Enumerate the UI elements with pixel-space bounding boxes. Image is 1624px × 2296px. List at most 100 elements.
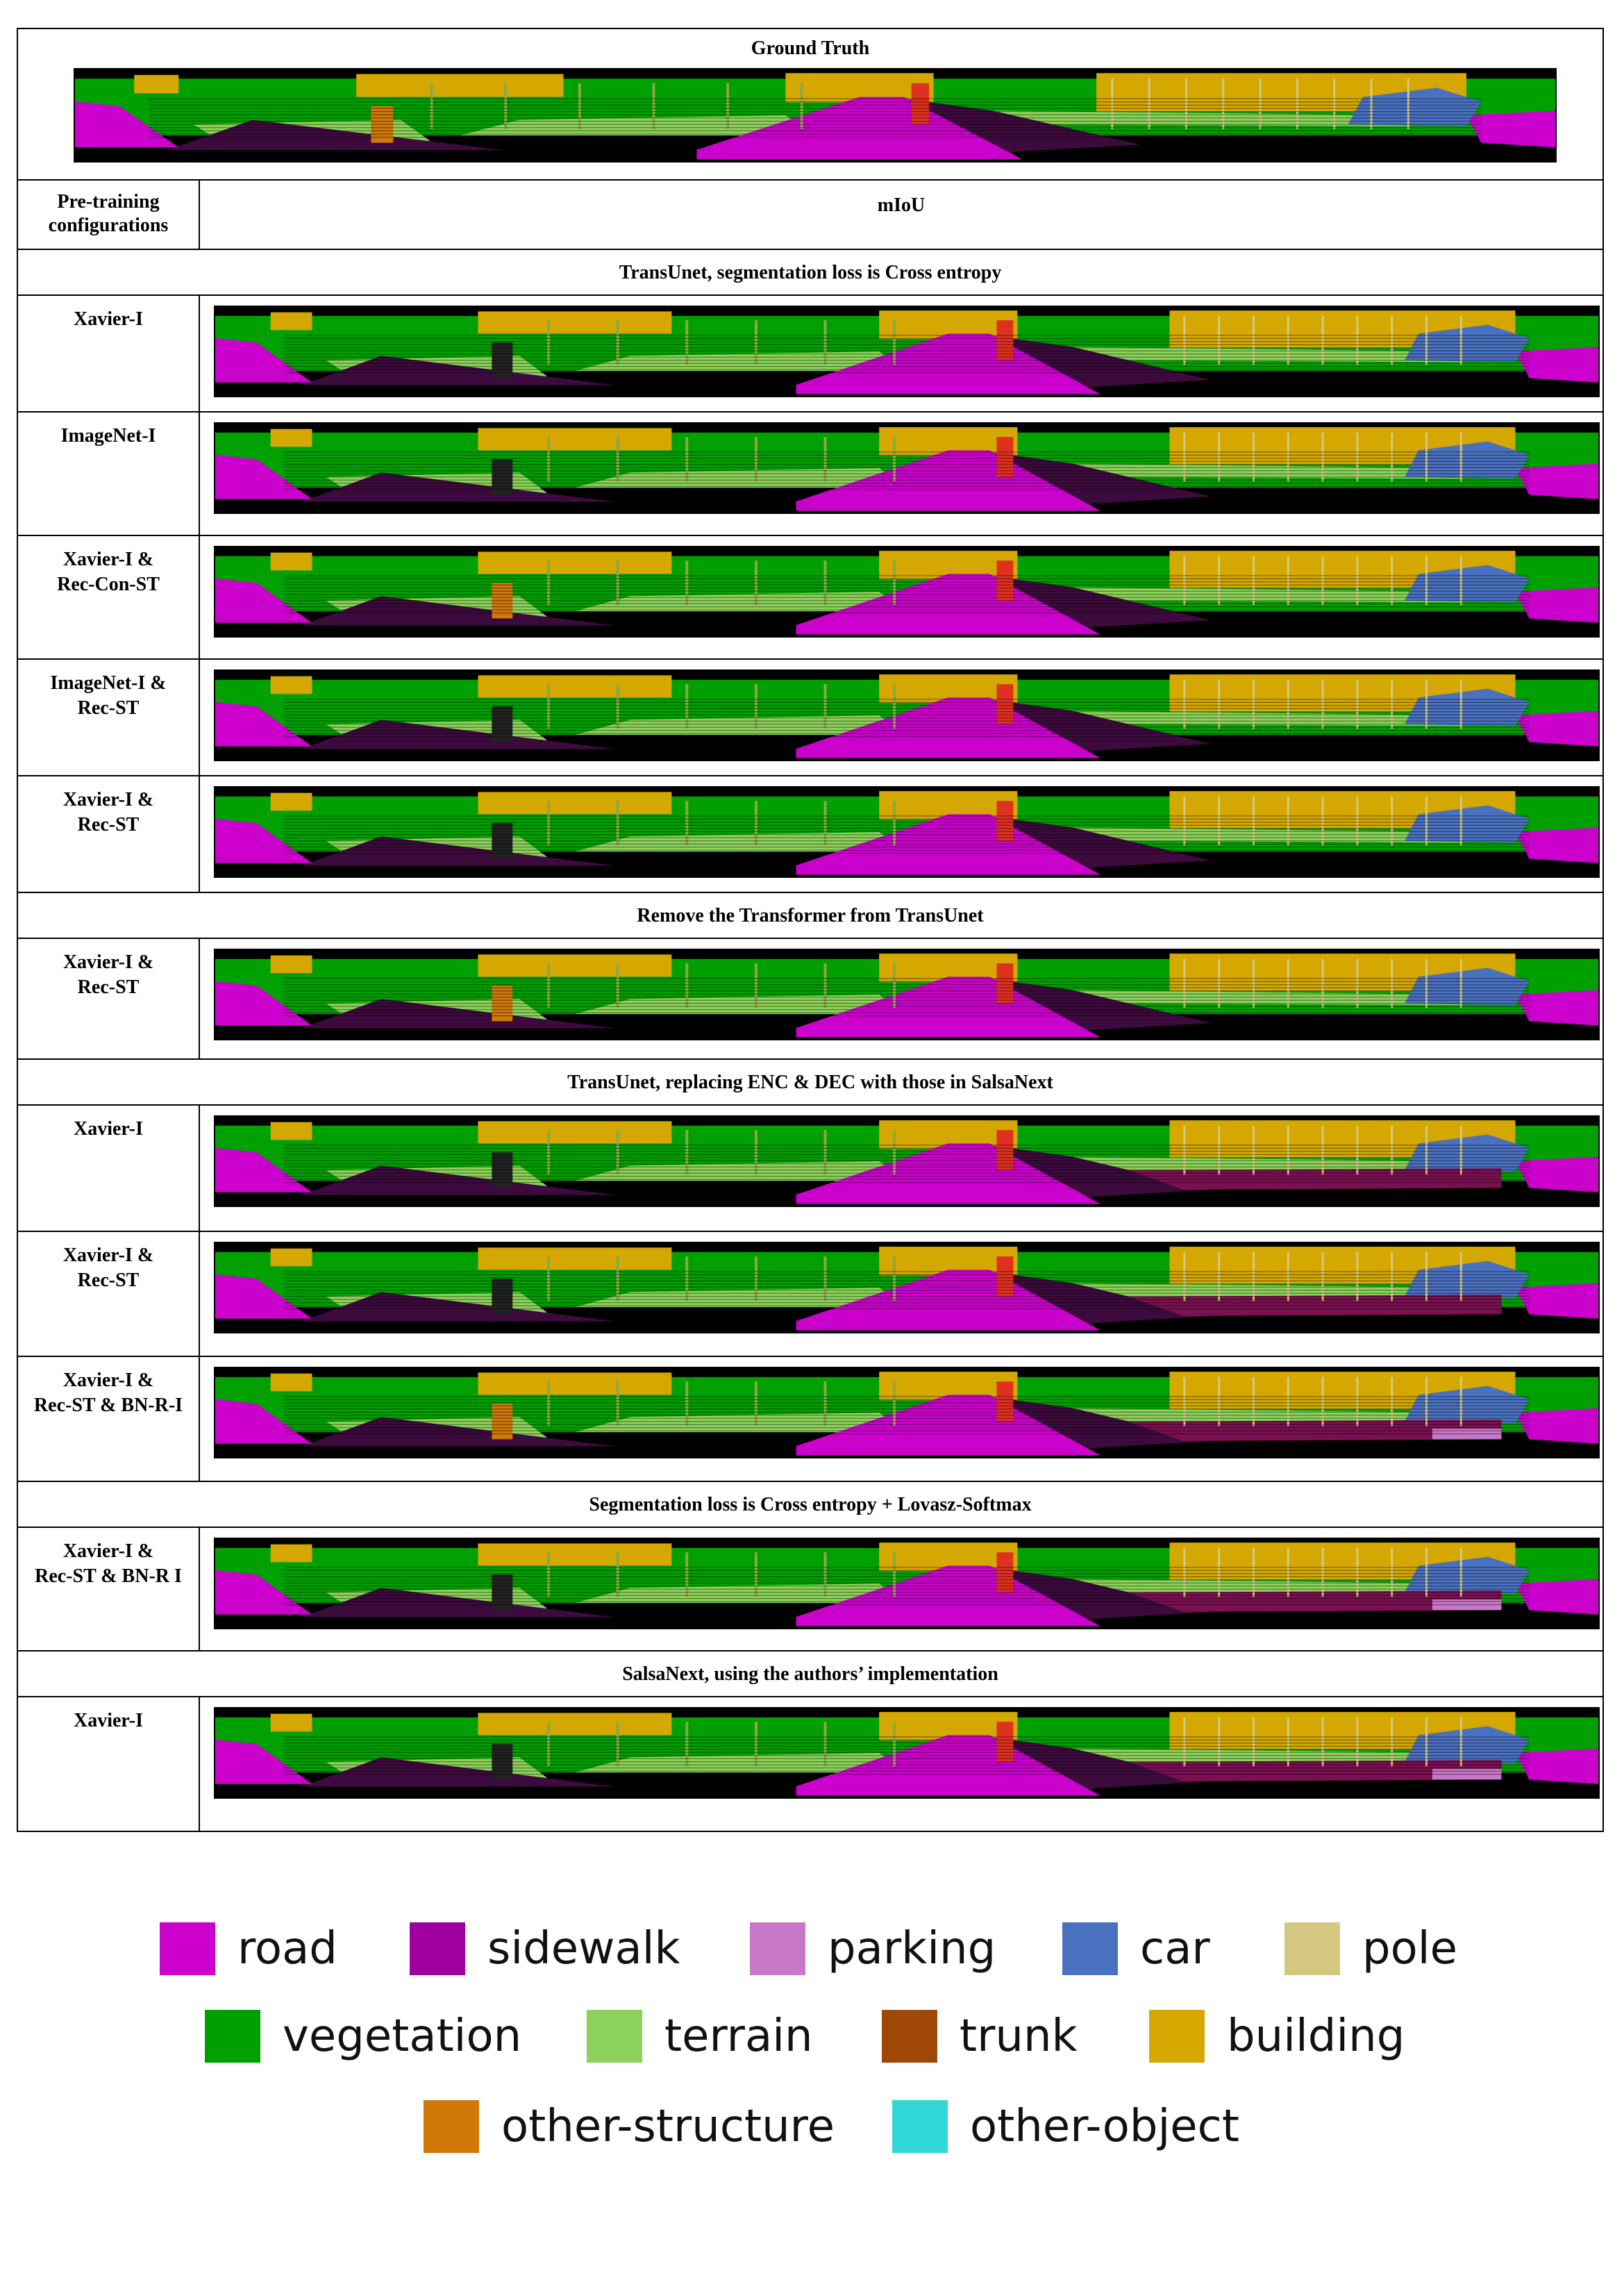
result-row: Xavier-I & Rec-ST (18, 1232, 1602, 1357)
predicted-segmentation-image (214, 546, 1600, 638)
config-label-line: Xavier-I (73, 1710, 144, 1731)
miou-cell (200, 939, 1602, 1058)
config-label-line: Rec-ST & BN-R-I (33, 1395, 183, 1416)
legend-label: building (1227, 2011, 1405, 2062)
miou-cell (200, 1697, 1602, 1831)
config-label: Xavier-I & Rec-ST (18, 1232, 200, 1356)
config-label: ImageNet-I & Rec-ST (18, 660, 200, 775)
results-table: Ground Truth Pre-training configurations… (17, 28, 1604, 1832)
config-label-line: Xavier-I & (62, 789, 154, 810)
miou-cell (200, 536, 1602, 658)
result-row: Xavier-I (18, 1697, 1602, 1831)
config-label: Xavier-I & Rec-ST (18, 776, 200, 892)
config-label: ImageNet-I (18, 413, 200, 535)
legend-swatch (1284, 1922, 1340, 1975)
predicted-segmentation-image (214, 306, 1600, 397)
miou-cell (200, 776, 1602, 892)
config-label: Xavier-I & Rec-ST & BN-R-I (18, 1357, 200, 1481)
legend-label: road (237, 1923, 337, 1974)
legend-row-3: other-structure other-object (0, 2095, 1624, 2157)
legend-label: parking (828, 1923, 996, 1974)
miou-cell (200, 1106, 1602, 1231)
result-row: Xavier-I (18, 296, 1602, 413)
header-col1-line1: Pre-training (57, 191, 160, 213)
config-label-line: Xavier-I & (62, 549, 154, 570)
miou-cell (200, 660, 1602, 775)
config-label: Xavier-I & Rec-Con-ST (18, 536, 200, 658)
predicted-segmentation-image (214, 1707, 1600, 1799)
config-label: Xavier-I (18, 1106, 200, 1231)
predicted-segmentation-image (214, 949, 1600, 1040)
config-label: Xavier-I (18, 296, 200, 411)
miou-cell (200, 1232, 1602, 1356)
legend-swatch (1149, 2010, 1205, 2063)
section-title-1: TransUnet, segmentation loss is Cross en… (18, 250, 1602, 296)
result-row: Xavier-I & Rec-ST (18, 776, 1602, 893)
header-row: Pre-training configurations mIoU (18, 181, 1602, 250)
miou-cell (200, 1357, 1602, 1481)
config-label-line: ImageNet-I & (50, 672, 167, 694)
config-label: Xavier-I (18, 1697, 200, 1831)
config-label-line: Rec-ST (77, 1270, 140, 1291)
legend-label: car (1140, 1923, 1210, 1974)
section-title-5: SalsaNext, using the authors’ implementa… (18, 1652, 1602, 1697)
legend-swatch (410, 1922, 465, 1975)
legend-label: other-object (970, 2101, 1239, 2152)
header-col-configurations: Pre-training configurations (18, 181, 200, 249)
legend-label: sidewalk (487, 1923, 680, 1974)
predicted-segmentation-image (214, 1115, 1600, 1207)
predicted-segmentation-image (214, 1538, 1600, 1629)
result-row: ImageNet-I & Rec-ST (18, 660, 1602, 776)
config-label-line: Xavier-I & (62, 951, 154, 973)
config-label-line: Xavier-I & (62, 1540, 154, 1562)
legend-label: vegetation (283, 2011, 522, 2062)
header-col1-line2: configurations (48, 215, 169, 236)
legend-label: other-structure (501, 2101, 835, 2152)
legend-swatch (1062, 1922, 1118, 1975)
section-title-4: Segmentation loss is Cross entropy + Lov… (18, 1482, 1602, 1528)
config-label: Xavier-I & Rec-ST & BN-R I (18, 1528, 200, 1650)
ground-truth-row: Ground Truth (18, 29, 1602, 181)
legend-label: terrain (664, 2011, 813, 2062)
ground-truth-title: Ground Truth (751, 38, 870, 59)
predicted-segmentation-image (214, 422, 1600, 514)
header-col-miou: mIoU (877, 194, 926, 216)
config-label-line: Rec-ST & BN-R I (35, 1565, 182, 1587)
legend-swatch (587, 2010, 642, 2063)
config-label-line: Rec-ST (77, 697, 140, 719)
result-row: ImageNet-I (18, 413, 1602, 536)
predicted-segmentation-image (214, 1367, 1600, 1458)
legend-swatch (882, 2010, 937, 2063)
predicted-segmentation-image (214, 1242, 1600, 1333)
predicted-segmentation-image (214, 786, 1600, 878)
config-label-line: ImageNet-I (60, 425, 156, 447)
miou-cell (200, 413, 1602, 535)
section-title-2: Remove the Transformer from TransUnet (18, 893, 1602, 939)
config-label-line: Xavier-I (73, 1118, 144, 1140)
legend-swatch (892, 2100, 948, 2153)
legend-label: pole (1362, 1923, 1457, 1974)
config-label-line: Rec-Con-ST (57, 574, 160, 595)
result-row: Xavier-I & Rec-ST (18, 939, 1602, 1060)
legend-row-1: road sidewalk parking car pole (0, 1917, 1624, 1979)
legend-swatch (424, 2100, 479, 2153)
ground-truth-segmentation-image (74, 68, 1557, 163)
result-row: Xavier-I & Rec-Con-ST (18, 536, 1602, 660)
section-title-3: TransUnet, replacing ENC & DEC with thos… (18, 1060, 1602, 1106)
legend-swatch (205, 2010, 260, 2063)
config-label-line: Xavier-I & (62, 1245, 154, 1266)
result-row: Xavier-I (18, 1106, 1602, 1232)
legend-swatch (160, 1922, 215, 1975)
config-label-line: Rec-ST (77, 976, 140, 998)
result-row: Xavier-I & Rec-ST & BN-R-I (18, 1357, 1602, 1482)
config-label-line: Xavier-I (73, 308, 144, 330)
miou-cell (200, 296, 1602, 411)
result-row: Xavier-I & Rec-ST & BN-R I (18, 1528, 1602, 1652)
legend-swatch (750, 1922, 805, 1975)
legend-row-2: vegetation terrain trunk building (0, 2004, 1624, 2067)
miou-cell (200, 1528, 1602, 1650)
config-label-line: Xavier-I & (62, 1370, 154, 1391)
legend-label: trunk (960, 2011, 1078, 2062)
predicted-segmentation-image (214, 669, 1600, 761)
config-label: Xavier-I & Rec-ST (18, 939, 200, 1058)
